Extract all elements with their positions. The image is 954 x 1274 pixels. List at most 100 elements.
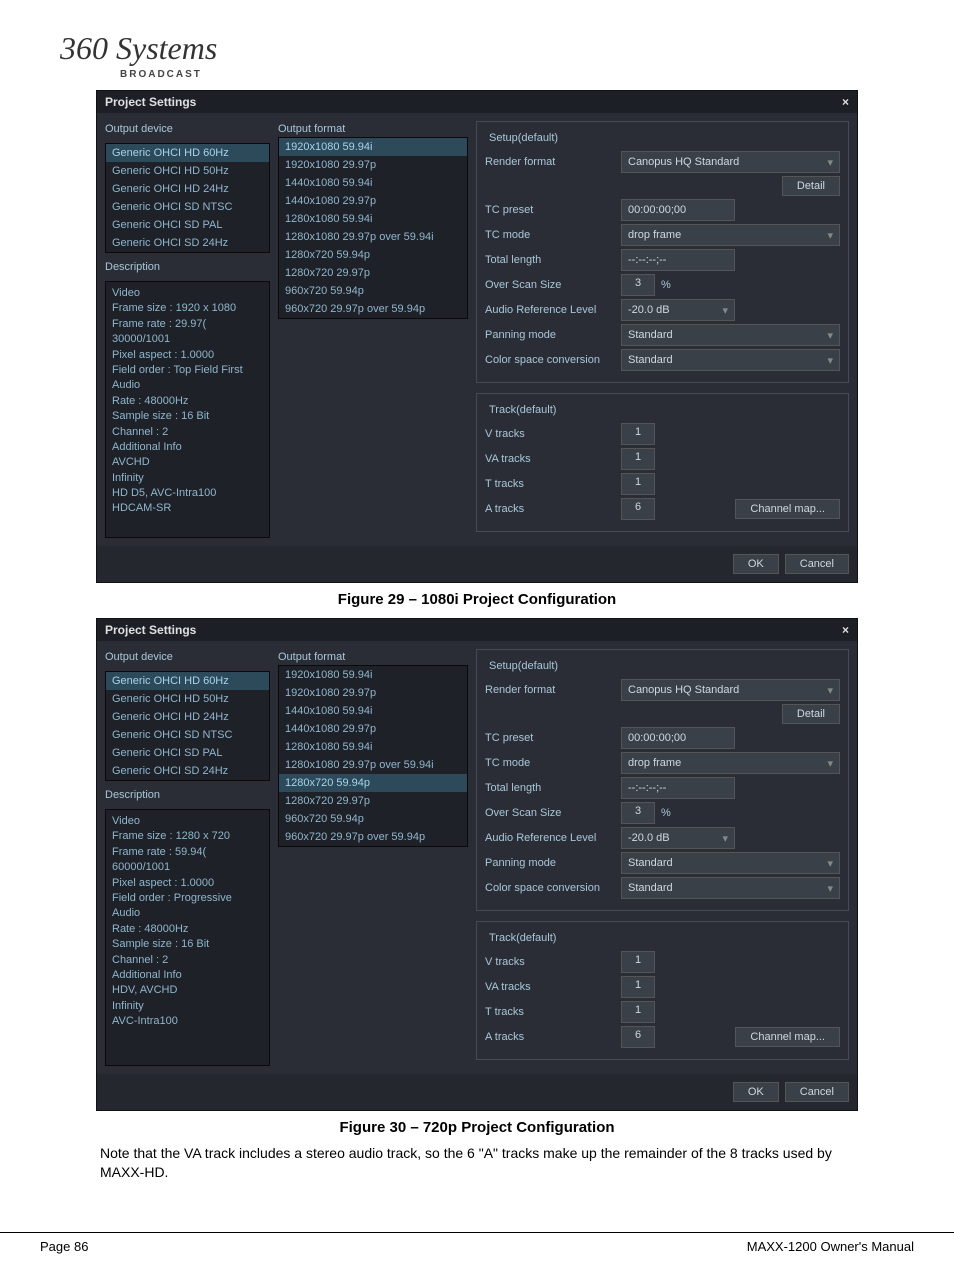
ok-button[interactable]: OK	[733, 1082, 779, 1102]
list-item[interactable]: 1440x1080 29.97p	[279, 720, 467, 738]
total-length-label: Total length	[485, 782, 615, 794]
tc-preset-label: TC preset	[485, 732, 615, 744]
audio-ref-dropdown[interactable]: -20.0 dB	[621, 827, 735, 849]
cancel-button[interactable]: Cancel	[785, 554, 849, 574]
tc-mode-dropdown[interactable]: drop frame	[621, 752, 840, 774]
audio-ref-dropdown[interactable]: -20.0 dB	[621, 299, 735, 321]
output-format-list[interactable]: 1920x1080 59.94i1920x1080 29.97p1440x108…	[278, 665, 468, 847]
t-tracks-input[interactable]: 1	[621, 1001, 655, 1023]
colorspace-dropdown[interactable]: Standard	[621, 877, 840, 899]
list-item[interactable]: 1280x1080 59.94i	[279, 738, 467, 756]
v-tracks-label: V tracks	[485, 428, 615, 440]
list-item[interactable]: Generic OHCI HD 60Hz	[106, 672, 269, 690]
footer-right: MAXX-1200 Owner's Manual	[747, 1239, 914, 1254]
audio-ref-label: Audio Reference Level	[485, 832, 615, 844]
setup-legend: Setup(default)	[485, 132, 562, 144]
render-format-label: Render format	[485, 156, 615, 168]
list-item[interactable]: Generic OHCI HD 24Hz	[106, 708, 269, 726]
a-tracks-input[interactable]: 6	[621, 498, 655, 520]
render-format-dropdown[interactable]: Canopus HQ Standard	[621, 679, 840, 701]
output-device-list[interactable]: Generic OHCI HD 60HzGeneric OHCI HD 50Hz…	[105, 671, 270, 781]
dialog-title-text: Project Settings	[105, 623, 196, 637]
total-length-field[interactable]: --:--:--;--	[621, 777, 735, 799]
list-item[interactable]: Generic OHCI HD 60Hz	[106, 144, 269, 162]
render-format-label: Render format	[485, 684, 615, 696]
list-item[interactable]: 1920x1080 29.97p	[279, 156, 467, 174]
figure-29-caption: Figure 29 – 1080i Project Configuration	[60, 591, 894, 608]
list-item[interactable]: 1280x1080 29.97p over 59.94i	[279, 756, 467, 774]
panning-value: Standard	[628, 329, 673, 341]
tc-mode-value: drop frame	[628, 757, 681, 769]
a-tracks-input[interactable]: 6	[621, 1026, 655, 1048]
list-item[interactable]: 1280x720 59.94p	[279, 246, 467, 264]
list-item[interactable]: 1280x1080 29.97p over 59.94i	[279, 228, 467, 246]
close-icon[interactable]: ×	[842, 623, 849, 637]
list-item[interactable]: 1440x1080 59.94i	[279, 702, 467, 720]
list-item[interactable]: 960x720 59.94p	[279, 282, 467, 300]
list-item[interactable]: Generic OHCI HD 50Hz	[106, 690, 269, 708]
project-settings-dialog-1: Project Settings × Output device Generic…	[96, 90, 858, 583]
list-item[interactable]: Generic OHCI SD 24Hz	[106, 762, 269, 780]
v-tracks-input[interactable]: 1	[621, 951, 655, 973]
channel-map-button[interactable]: Channel map...	[735, 499, 840, 519]
total-length-field[interactable]: --:--:--;--	[621, 249, 735, 271]
list-item[interactable]: Generic OHCI SD PAL	[106, 216, 269, 234]
panning-dropdown[interactable]: Standard	[621, 852, 840, 874]
tc-mode-value: drop frame	[628, 229, 681, 241]
channel-map-button[interactable]: Channel map...	[735, 1027, 840, 1047]
list-item[interactable]: 960x720 29.97p over 59.94p	[279, 300, 467, 318]
list-item[interactable]: 1280x720 29.97p	[279, 264, 467, 282]
panning-dropdown[interactable]: Standard	[621, 324, 840, 346]
overscan-unit: %	[661, 807, 671, 819]
colorspace-label: Color space conversion	[485, 882, 615, 894]
list-item[interactable]: 960x720 29.97p over 59.94p	[279, 828, 467, 846]
list-item[interactable]: 1280x720 29.97p	[279, 792, 467, 810]
list-item[interactable]: 1280x720 59.94p	[279, 774, 467, 792]
tc-preset-field[interactable]: 00:00:00;00	[621, 199, 735, 221]
colorspace-dropdown[interactable]: Standard	[621, 349, 840, 371]
list-item[interactable]: 960x720 59.94p	[279, 810, 467, 828]
list-item[interactable]: Generic OHCI SD NTSC	[106, 726, 269, 744]
va-tracks-input[interactable]: 1	[621, 976, 655, 998]
overscan-unit: %	[661, 279, 671, 291]
output-format-label: Output format	[278, 649, 468, 665]
list-item[interactable]: Generic OHCI HD 24Hz	[106, 180, 269, 198]
list-item[interactable]: Generic OHCI SD PAL	[106, 744, 269, 762]
list-item[interactable]: Generic OHCI SD 24Hz	[106, 234, 269, 252]
total-length-label: Total length	[485, 254, 615, 266]
v-tracks-input[interactable]: 1	[621, 423, 655, 445]
output-device-label: Output device	[105, 121, 270, 137]
overscan-label: Over Scan Size	[485, 279, 615, 291]
list-item[interactable]: 1280x1080 59.94i	[279, 210, 467, 228]
list-item[interactable]: Generic OHCI SD NTSC	[106, 198, 269, 216]
list-item[interactable]: 1440x1080 29.97p	[279, 192, 467, 210]
ok-button[interactable]: OK	[733, 554, 779, 574]
description-label: Description	[105, 787, 270, 803]
tc-preset-value: 00:00:00;00	[628, 204, 686, 216]
overscan-input[interactable]: 3	[621, 802, 655, 824]
va-tracks-input[interactable]: 1	[621, 448, 655, 470]
list-item[interactable]: 1440x1080 59.94i	[279, 174, 467, 192]
t-tracks-input[interactable]: 1	[621, 473, 655, 495]
list-item[interactable]: Generic OHCI HD 50Hz	[106, 162, 269, 180]
output-device-label: Output device	[105, 649, 270, 665]
list-item[interactable]: 1920x1080 29.97p	[279, 684, 467, 702]
track-legend: Track(default)	[485, 932, 560, 944]
overscan-input[interactable]: 3	[621, 274, 655, 296]
panning-label: Panning mode	[485, 329, 615, 341]
tc-preset-field[interactable]: 00:00:00;00	[621, 727, 735, 749]
description-box: VideoFrame size : 1280 x 720Frame rate :…	[105, 809, 270, 1066]
detail-button[interactable]: Detail	[782, 704, 840, 724]
list-item[interactable]: 1920x1080 59.94i	[279, 666, 467, 684]
output-format-list[interactable]: 1920x1080 59.94i1920x1080 29.97p1440x108…	[278, 137, 468, 319]
setup-legend: Setup(default)	[485, 660, 562, 672]
colorspace-value: Standard	[628, 354, 673, 366]
render-format-dropdown[interactable]: Canopus HQ Standard	[621, 151, 840, 173]
detail-button[interactable]: Detail	[782, 176, 840, 196]
tc-mode-dropdown[interactable]: drop frame	[621, 224, 840, 246]
close-icon[interactable]: ×	[842, 95, 849, 109]
figure-30-caption: Figure 30 – 720p Project Configuration	[60, 1119, 894, 1136]
list-item[interactable]: 1920x1080 59.94i	[279, 138, 467, 156]
output-device-list[interactable]: Generic OHCI HD 60HzGeneric OHCI HD 50Hz…	[105, 143, 270, 253]
cancel-button[interactable]: Cancel	[785, 1082, 849, 1102]
